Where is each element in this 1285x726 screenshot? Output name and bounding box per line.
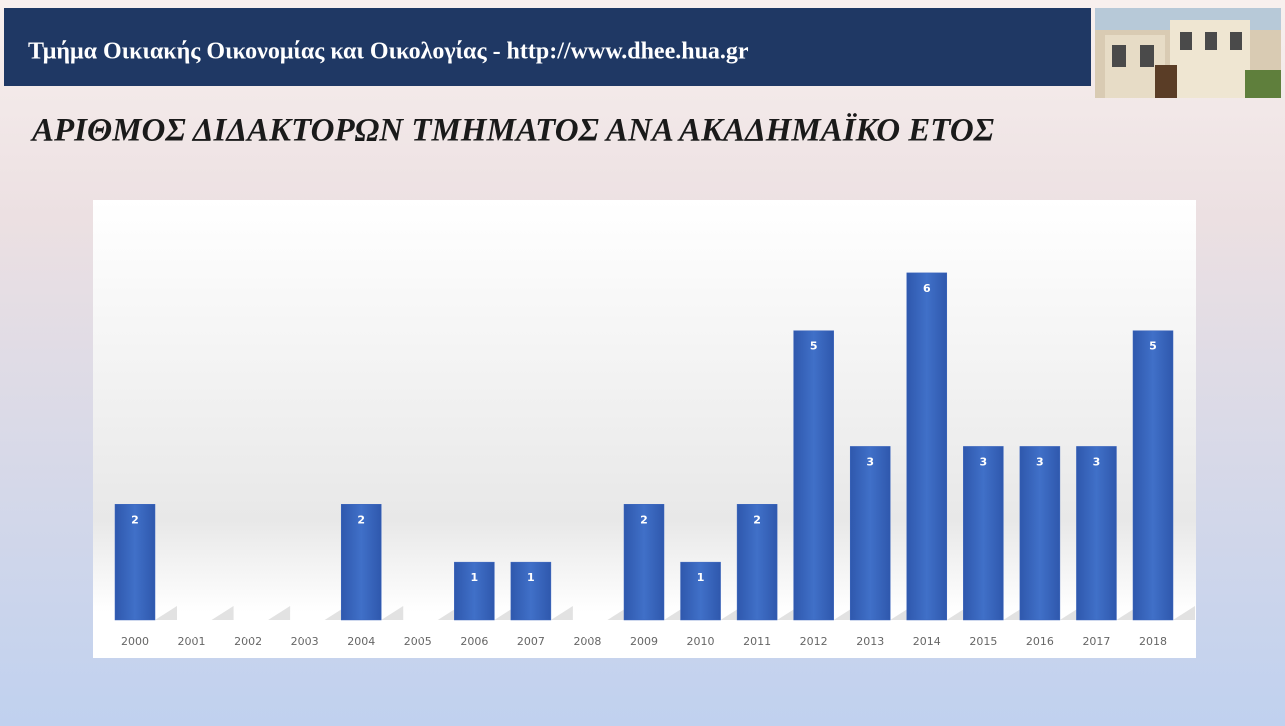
header-image: [1095, 8, 1281, 98]
data-label: 3: [980, 455, 988, 468]
x-tick-label: 2002: [234, 635, 262, 648]
x-tick-label: 2015: [969, 635, 997, 648]
x-tick-label: 2004: [347, 635, 375, 648]
data-label: 2: [753, 513, 761, 526]
data-label: 5: [810, 340, 818, 353]
bar-shadow: [381, 606, 404, 620]
header-bar: [4, 8, 1091, 86]
x-tick-label: 2007: [517, 635, 545, 648]
x-tick-label: 2014: [913, 635, 941, 648]
bar-shadow: [155, 606, 177, 620]
x-tick-label: 2013: [856, 635, 884, 648]
bar-shadow: [211, 606, 234, 620]
data-label: 0: [301, 629, 309, 642]
bar: [1132, 330, 1174, 621]
data-label: 0: [584, 629, 592, 642]
x-tick-label: 2009: [630, 635, 658, 648]
data-label: 1: [527, 571, 535, 584]
x-tick-label: 2011: [743, 635, 771, 648]
x-tick-label: 2005: [404, 635, 432, 648]
bar: [623, 504, 665, 621]
data-label: 6: [923, 282, 931, 295]
x-tick-label: 2010: [687, 635, 715, 648]
bar: [793, 330, 834, 621]
header-text: Τμήμα Οικιακής Οικονομίας και Οικολογίας…: [28, 39, 749, 65]
bar: [340, 504, 382, 621]
bar: [510, 561, 552, 621]
bar: [849, 446, 891, 621]
x-tick-label: 2018: [1139, 635, 1167, 648]
bar: [906, 272, 948, 621]
bar-shadow: [550, 606, 573, 620]
x-tick-label: 2012: [800, 635, 828, 648]
bar-shadow: [1173, 606, 1195, 620]
data-label: 3: [1036, 455, 1044, 468]
chart-title: ΑΡΙΘΜΟΣ ΔΙΔΑΚΤΟΡΩΝ ΤΜΗΜΑΤΟΣ ΑΝΑ ΑΚΑΔΗΜΑΪ…: [30, 113, 995, 149]
data-label: 3: [866, 455, 874, 468]
x-tick-label: 2016: [1026, 635, 1054, 648]
x-tick-label: 2017: [1082, 635, 1110, 648]
bar: [680, 561, 721, 621]
data-label: 3: [1093, 455, 1101, 468]
bar: [1076, 446, 1117, 621]
data-label: 0: [188, 629, 196, 642]
bar-shadow: [268, 606, 291, 620]
bar: [963, 446, 1004, 621]
data-label: 1: [697, 571, 705, 584]
data-label: 0: [244, 629, 252, 642]
bar: [114, 504, 156, 621]
x-tick-label: 2003: [291, 635, 319, 648]
data-label: 2: [357, 513, 365, 526]
x-tick-label: 2001: [178, 635, 206, 648]
data-label: 5: [1149, 340, 1157, 353]
bar: [736, 504, 778, 621]
bar: [454, 561, 495, 621]
data-label: 2: [131, 513, 139, 526]
data-label: 2: [640, 513, 648, 526]
data-label: 0: [414, 629, 422, 642]
x-tick-label: 2008: [573, 635, 601, 648]
x-tick-label: 2000: [121, 635, 149, 648]
data-label: 1: [471, 571, 479, 584]
bar: [1019, 446, 1061, 621]
x-tick-label: 2006: [460, 635, 488, 648]
